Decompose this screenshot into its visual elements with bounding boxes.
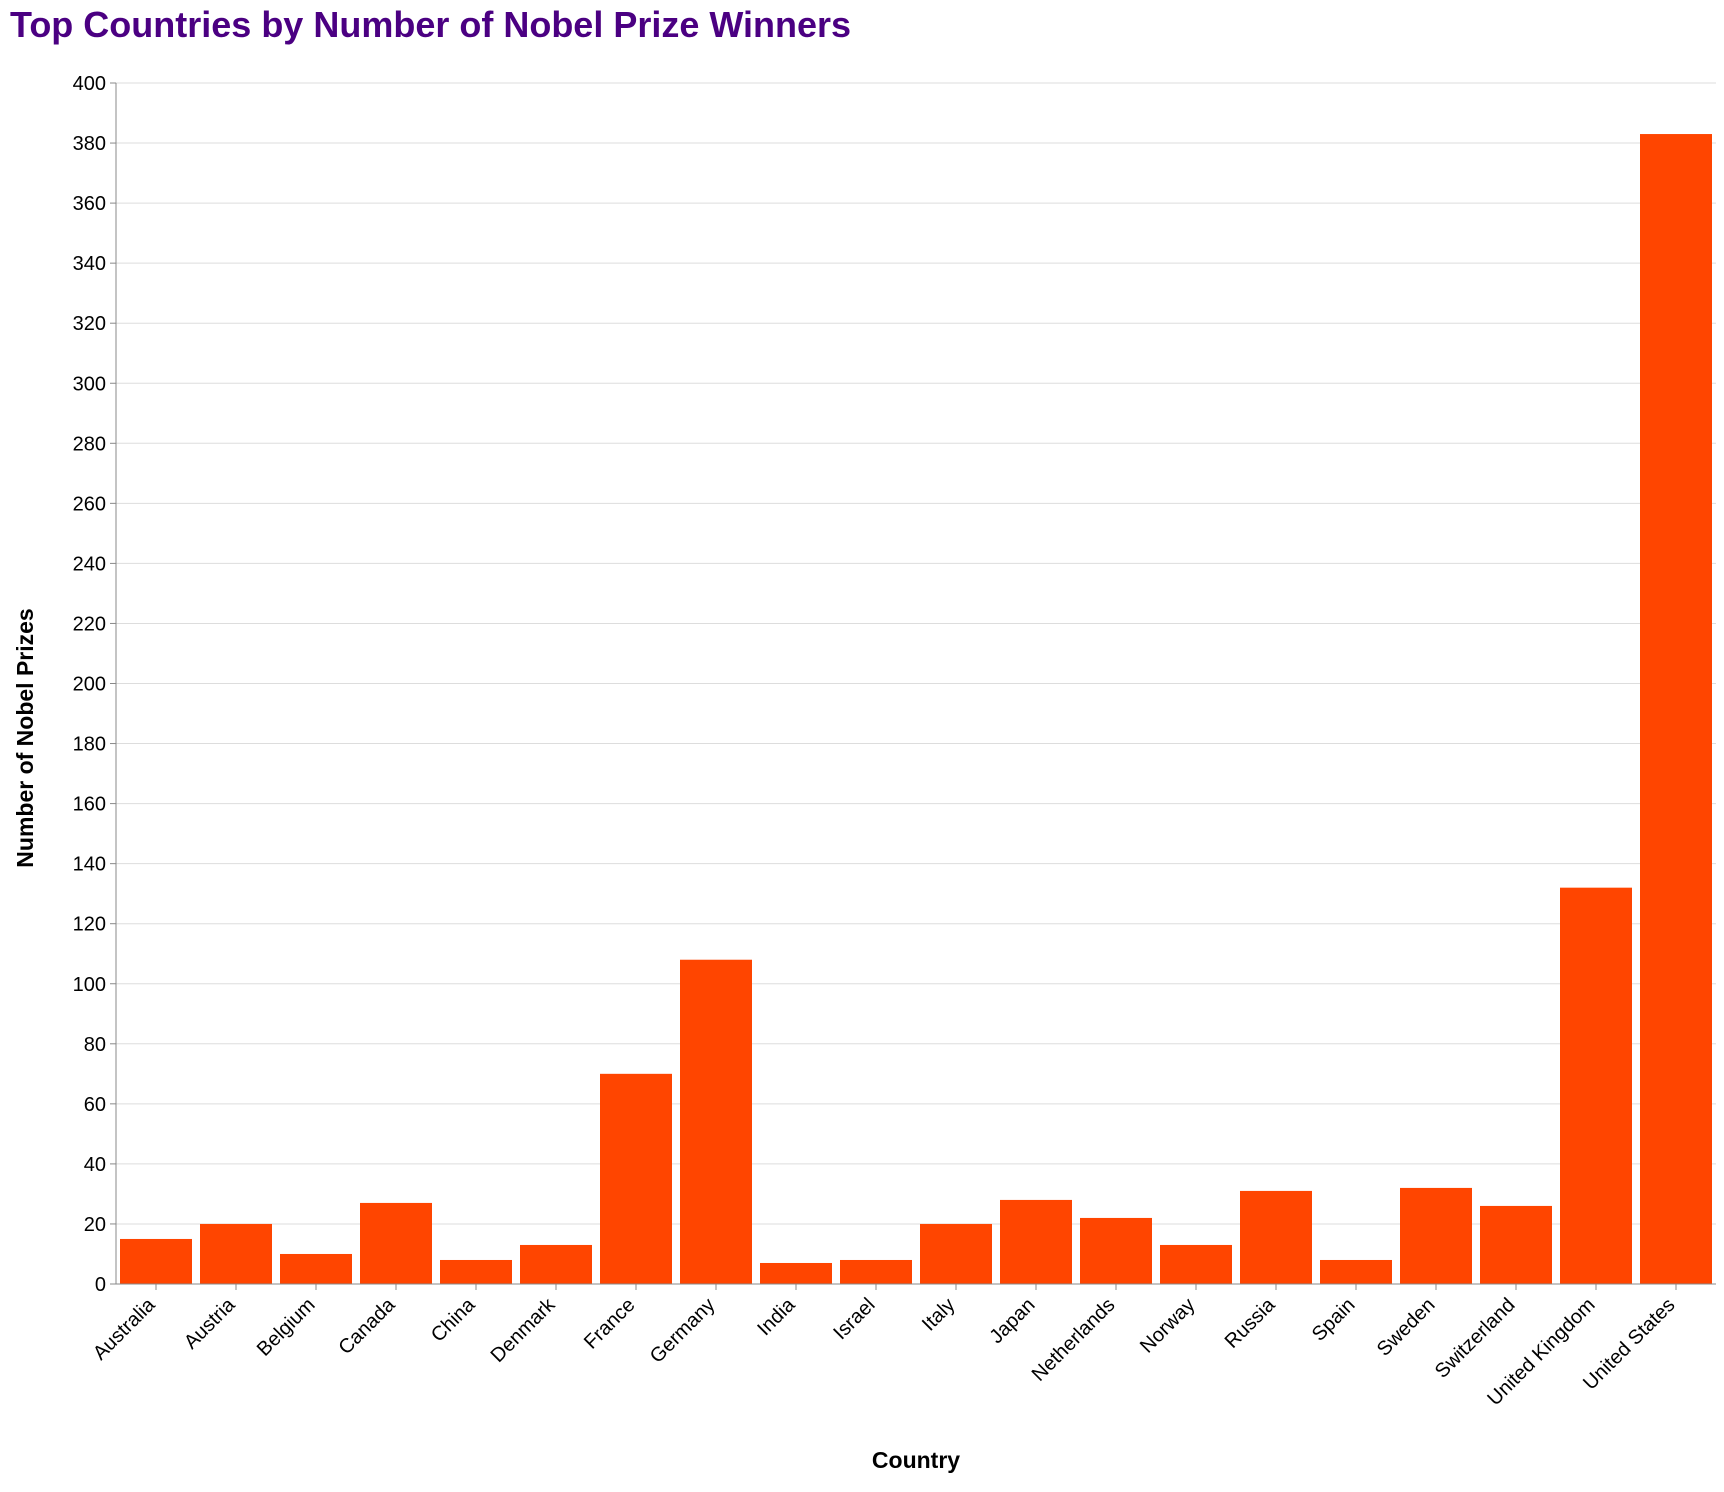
bar-russia (1240, 1190, 1312, 1284)
y-tick-label: 360 (73, 193, 106, 215)
bar-france (600, 1073, 672, 1284)
y-tick-label: 320 (73, 313, 106, 335)
x-tick-label: Australia (89, 1293, 160, 1364)
y-tick-label: 300 (73, 373, 106, 395)
y-tick-label: 280 (73, 433, 106, 455)
x-tick-label: Sweden (1373, 1294, 1440, 1361)
bar-denmark (520, 1244, 592, 1284)
x-tick-label: Japan (985, 1294, 1039, 1348)
x-tick-label: Denmark (487, 1293, 561, 1367)
y-tick-label: 220 (73, 613, 106, 635)
x-tick-label: Spain (1308, 1294, 1360, 1346)
x-tick-label: Belgium (253, 1294, 320, 1361)
gridlines (116, 82, 1716, 1285)
bar-united-states (1640, 134, 1712, 1285)
y-tick-label: 400 (73, 73, 106, 95)
y-tick-label: 20 (84, 1214, 106, 1236)
y-tick-label: 140 (73, 854, 106, 876)
y-tick-label: 240 (73, 553, 106, 575)
y-tick-label: 0 (95, 1274, 106, 1296)
y-axis-title: Number of Nobel Prizes (12, 608, 38, 867)
bar-italy (920, 1223, 992, 1284)
bar-israel (840, 1259, 912, 1284)
bar-japan (1000, 1199, 1072, 1284)
bar-united-kingdom (1560, 887, 1632, 1284)
bar-australia (120, 1238, 192, 1284)
y-tick-label: 160 (73, 794, 106, 816)
bar-netherlands (1080, 1217, 1152, 1284)
bar-china (440, 1259, 512, 1284)
x-tick-label: Austria (180, 1293, 240, 1353)
x-tick-label: Italy (918, 1294, 959, 1335)
y-tick-label: 60 (84, 1094, 106, 1116)
bar-spain (1320, 1259, 1392, 1284)
bar-india (760, 1262, 832, 1284)
bar-norway (1160, 1244, 1232, 1284)
axes (110, 82, 1716, 1290)
y-tick-label: 180 (73, 734, 106, 756)
y-tick-label: 120 (73, 914, 106, 936)
x-tick-label: Germany (646, 1294, 720, 1368)
y-tick-label: 340 (73, 253, 106, 275)
y-tick-label: 80 (84, 1034, 106, 1056)
y-tick-label: 200 (73, 674, 106, 696)
bar-canada (360, 1202, 432, 1284)
bar-austria (200, 1223, 272, 1284)
x-tick-label: Norway (1136, 1294, 1199, 1357)
x-tick-label: France (580, 1294, 640, 1354)
x-tick-label: Switzerland (1431, 1294, 1520, 1383)
bar-germany (680, 959, 752, 1284)
bars (120, 134, 1712, 1285)
y-tick-label: 380 (73, 133, 106, 155)
chart-title: Top Countries by Number of Nobel Prize W… (10, 4, 852, 45)
x-tick-label: Russia (1221, 1293, 1280, 1352)
x-tick-label: Netherlands (1028, 1294, 1120, 1386)
y-tick-label: 40 (84, 1154, 106, 1176)
x-tick-label: Canada (334, 1293, 400, 1359)
bar-switzerland (1480, 1205, 1552, 1284)
x-axis-title: Country (872, 1447, 960, 1473)
y-tick-label: 100 (73, 974, 106, 996)
bar-sweden (1400, 1187, 1472, 1284)
x-tick-label: China (427, 1293, 480, 1346)
x-tick-label: Israel (829, 1294, 879, 1344)
y-tick-label: 260 (73, 493, 106, 515)
bar-belgium (280, 1253, 352, 1284)
x-tick-label: India (753, 1293, 800, 1340)
